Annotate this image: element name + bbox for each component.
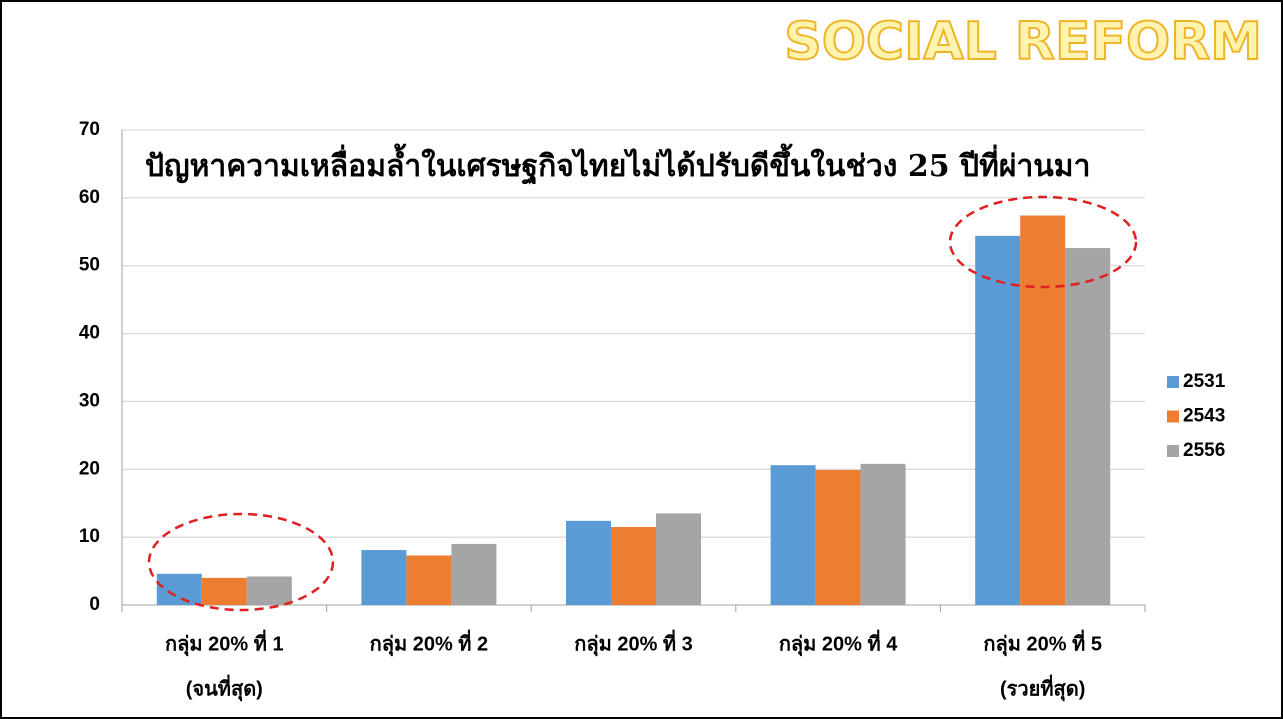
bar bbox=[451, 543, 497, 605]
legend-swatch bbox=[1167, 410, 1179, 423]
bar bbox=[770, 465, 816, 605]
highlight-ellipse bbox=[948, 195, 1138, 289]
bar bbox=[1020, 215, 1066, 605]
x-tick-sublabel: (รวยที่สุด) bbox=[1000, 673, 1085, 701]
y-tick-label: 20 bbox=[79, 458, 100, 479]
bar bbox=[156, 573, 202, 605]
x-tick-label: กลุ่ม 20% ที่ 3 bbox=[574, 628, 693, 656]
bar bbox=[1065, 248, 1111, 606]
y-tick-label: 50 bbox=[79, 255, 100, 276]
bar bbox=[201, 577, 247, 605]
legend-label: 2556 bbox=[1183, 440, 1225, 461]
y-tick-label: 0 bbox=[89, 594, 100, 615]
highlight-ellipse bbox=[147, 512, 335, 612]
bar bbox=[815, 469, 861, 605]
y-tick-label: 60 bbox=[79, 187, 100, 208]
x-tick-label: กลุ่ม 20% ที่ 1 bbox=[165, 628, 284, 656]
bar bbox=[361, 550, 407, 605]
bar bbox=[656, 513, 701, 605]
x-tick-label: กลุ่ม 20% ที่ 4 bbox=[779, 628, 898, 656]
bar bbox=[975, 235, 1021, 605]
legend-swatch bbox=[1167, 445, 1179, 457]
bar bbox=[566, 520, 611, 605]
y-tick-label: 30 bbox=[79, 390, 100, 411]
slide-title: SOCIAL REFORM bbox=[784, 12, 1262, 72]
y-tick-label: 40 bbox=[79, 323, 100, 344]
bar bbox=[860, 463, 906, 605]
legend-label: 2543 bbox=[1183, 406, 1225, 427]
y-tick-label: 10 bbox=[79, 526, 100, 547]
x-tick-sublabel: (จนที่สุด) bbox=[186, 673, 263, 701]
bar bbox=[406, 555, 452, 605]
x-tick-label: กลุ่ม 20% ที่ 2 bbox=[370, 628, 489, 656]
legend-label: 2531 bbox=[1183, 371, 1226, 392]
y-tick-label: 70 bbox=[79, 119, 100, 140]
bar bbox=[246, 576, 292, 605]
chart-title: ปัญหาความเหลื่อมล้ำในเศรษฐกิจไทยไม่ได้ปร… bbox=[145, 143, 1090, 186]
legend-swatch bbox=[1167, 376, 1179, 388]
bar bbox=[611, 526, 656, 605]
x-tick-label: กลุ่ม 20% ที่ 5 bbox=[983, 628, 1102, 656]
